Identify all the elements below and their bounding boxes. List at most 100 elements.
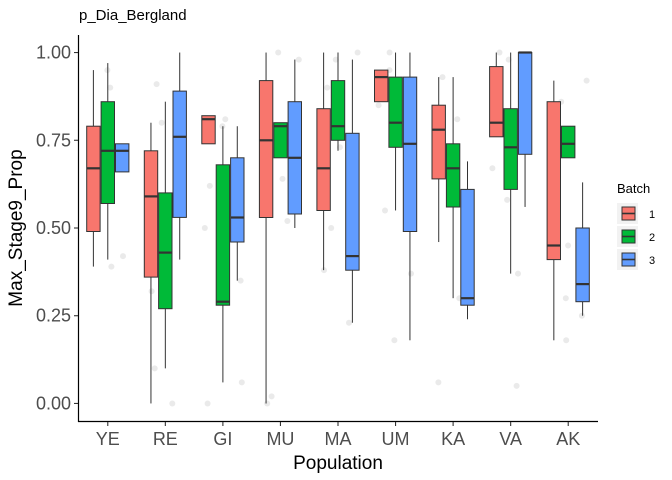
jitter-point-ma-39 [346,319,352,326]
box-va-batch-2 [503,52,518,274]
jitter-point-gi-18 [222,116,229,123]
jitter-point-um-44 [382,207,388,214]
box-body [201,115,216,145]
jitter-point-mu-30 [284,218,291,224]
box-body [445,143,461,208]
jitter-point-va-59 [513,382,520,389]
jitter-point-re-10 [153,81,160,88]
box-um-batch-1 [374,69,389,103]
jitter-point-mu-31 [268,393,275,400]
box-body [273,122,288,159]
box-ma-batch-1 [316,52,331,271]
box-body [503,108,518,190]
box-body [460,188,475,306]
jitter-point-ye-1 [107,84,114,91]
x-tick-label-ka: KA [441,429,465,449]
box-gi-batch-1 [201,115,216,145]
x-tick-label-ye: YE [96,429,120,449]
jitter-point-re-16 [169,400,176,407]
x-tick-label-va: VA [499,429,522,449]
box-ak-batch-3 [575,182,590,316]
y-tick-label: 1.00 [36,43,71,63]
box-ma-batch-3 [345,59,360,323]
box-ma-batch-2 [330,52,346,151]
jitter-point-um-45 [408,270,414,277]
jitter-point-gi-24 [204,400,211,407]
box-va-batch-1 [489,52,504,138]
box-layer [86,51,590,404]
x-tick-label-um: UM [382,429,410,449]
box-body [489,66,504,138]
y-tick-label: 0.50 [36,218,71,238]
box-va-batch-3 [517,51,533,207]
x-tick-label-gi: GI [213,429,232,449]
x-tick-layer: YE RE GI MU MA UM KA VA AK [96,422,580,449]
box-body [546,101,561,261]
box-body [215,164,231,306]
jitter-point-re-9 [158,119,165,126]
box-body [158,192,173,310]
jitter-point-ak-64 [562,295,569,302]
jitter-point-ka-48 [454,116,461,123]
box-body [115,143,130,173]
box-mu-batch-1 [258,52,274,404]
legend-entry-2: 2 [617,226,655,247]
box-body [330,80,346,141]
x-tick-label-ak: AK [556,429,580,449]
legend-entry-3: 3 [617,249,655,270]
box-body [86,125,101,232]
jitter-point-ka-47 [439,74,446,81]
jitter-point-gi-22 [237,277,244,284]
x-tick-label-re: RE [153,429,178,449]
jitter-point-re-17 [148,288,155,295]
legend-title: Batch [617,181,650,196]
box-re-batch-3 [172,52,187,260]
y-tick-label: 0.25 [36,306,71,326]
box-gi-batch-3 [230,126,245,281]
legend-entry-1: 1 [617,203,655,224]
jitter-point-re-15 [151,365,158,372]
jitter-point-ak-65 [578,312,585,319]
box-mu-batch-2 [273,122,288,159]
box-um-batch-3 [402,52,418,341]
box-body [316,108,331,211]
jitter-point-va-58 [515,270,521,277]
box-re-batch-2 [158,101,173,369]
legend: Batch 1 2 3 [617,181,655,270]
box-body [561,125,576,159]
box-mu-batch-3 [287,59,303,228]
x-axis-title: Population [293,453,383,474]
box-ka-batch-1 [431,77,446,243]
legend-label: 1 [649,209,655,221]
box-body [345,132,360,271]
jitter-point-ka-52 [435,379,442,386]
box-ye-batch-2 [100,63,115,260]
jitter-point-va-53 [496,49,503,56]
box-body [517,52,533,155]
box-body [258,80,274,218]
jitter-point-gi-23 [238,379,245,386]
jitter-point-mu-29 [279,175,286,182]
box-body [374,69,389,103]
jitter-point-mu-32 [264,400,271,407]
y-tick-label: 0.75 [36,130,71,150]
jitter-point-mu-26 [295,56,302,63]
jitter-point-mu-25 [275,49,282,56]
box-body [388,76,403,148]
box-re-batch-1 [143,122,159,404]
box-gi-batch-2 [215,126,231,383]
legend-label: 2 [649,232,655,244]
box-body [100,101,115,204]
jitter-point-gi-19 [219,123,226,130]
box-body [431,104,446,180]
y-axis-title: Max_Stage9_Prop [6,149,27,306]
jitter-point-ye-8 [108,263,115,270]
box-body [230,157,245,243]
jitter-point-um-42 [375,102,382,109]
jitter-point-ak-60 [583,77,590,84]
box-body [172,90,187,218]
x-tick-label-mu: MU [266,429,294,449]
box-body [575,227,590,303]
y-tick-label: 0.00 [36,393,71,413]
y-tick-layer: 0.00 0.25 0.50 0.75 1.00 [36,43,78,413]
